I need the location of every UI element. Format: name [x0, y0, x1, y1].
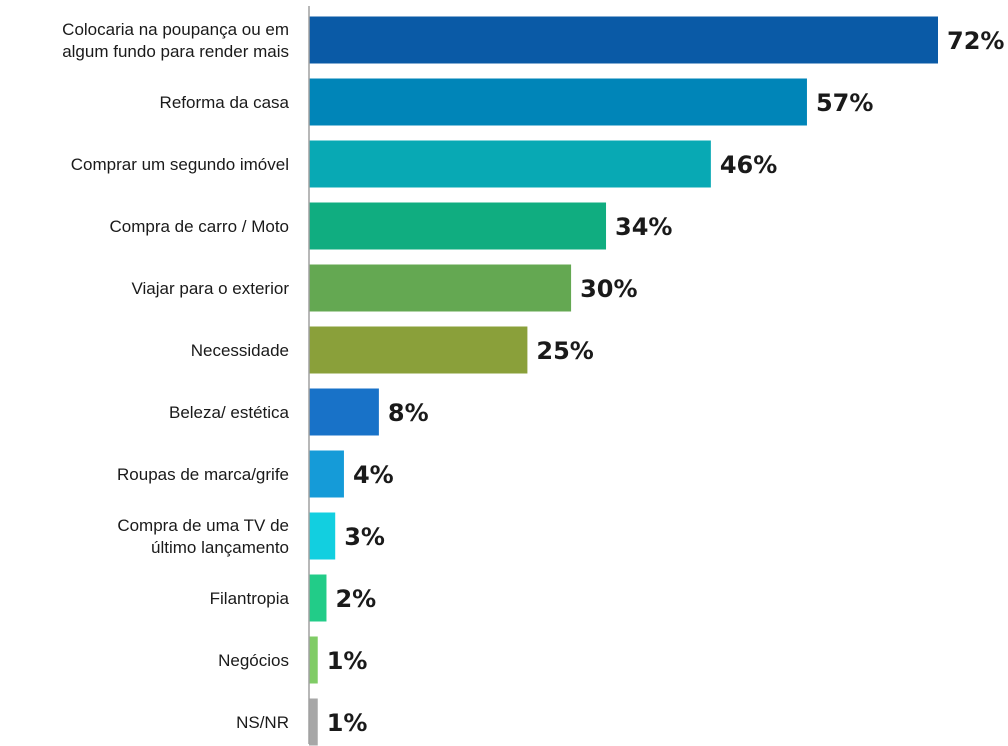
value-label: 3%	[344, 523, 385, 551]
bars-group	[309, 16, 938, 746]
value-label: 46%	[720, 151, 777, 179]
value-label: 34%	[615, 213, 672, 241]
category-label-line: Colocaria na poupança ou em	[62, 20, 289, 39]
category-label-line: Comprar um segundo imóvel	[71, 155, 289, 174]
bar	[309, 450, 344, 498]
bar	[309, 78, 807, 126]
category-label: Compra de uma TV de último lançamento	[117, 516, 289, 557]
value-label: 1%	[327, 709, 368, 737]
category-label-line: Viajar para o exterior	[132, 279, 290, 298]
value-label: 25%	[536, 337, 593, 365]
bar	[309, 202, 607, 250]
category-label-line: Reforma da casa	[160, 93, 290, 112]
category-label: Compra de carro / Moto	[109, 217, 289, 236]
category-label: Roupas de marca/grife	[117, 465, 289, 484]
category-label-line: Compra de uma TV de	[117, 516, 289, 535]
bar	[309, 140, 711, 188]
bar	[309, 636, 318, 684]
category-label-line: Roupas de marca/grife	[117, 465, 289, 484]
bar	[309, 574, 327, 622]
value-label: 8%	[388, 399, 429, 427]
category-label: Viajar para o exterior	[132, 279, 290, 298]
category-label-line: Compra de carro / Moto	[109, 217, 289, 236]
bar	[309, 326, 528, 374]
bar	[309, 16, 938, 64]
bar	[309, 698, 318, 746]
value-labels-group: 72% 57% 46% 34% 30% 25% 8% 4% 3% 2% 1% 1%	[327, 27, 1005, 737]
value-label: 57%	[816, 89, 873, 117]
category-label: Reforma da casa	[160, 93, 290, 112]
category-labels-group: Colocaria na poupança ou em algum fundo p…	[62, 20, 289, 732]
value-label: 4%	[353, 461, 394, 489]
category-label: Necessidade	[191, 341, 289, 360]
value-label: 72%	[947, 27, 1004, 55]
category-label: NS/NR	[236, 713, 289, 732]
category-label-line: Negócios	[218, 651, 289, 670]
bar	[309, 512, 336, 560]
bar	[309, 388, 379, 436]
category-label: Beleza/ estética	[169, 403, 290, 422]
bar	[309, 264, 572, 312]
category-label-line: Beleza/ estética	[169, 403, 290, 422]
category-label-line: NS/NR	[236, 713, 289, 732]
category-label: Filantropia	[210, 589, 290, 608]
value-label: 1%	[327, 647, 368, 675]
category-label: Negócios	[218, 651, 289, 670]
value-label: 2%	[335, 585, 376, 613]
category-label: Colocaria na poupança ou em algum fundo p…	[62, 20, 289, 61]
value-label: 30%	[580, 275, 637, 303]
category-label-line: algum fundo para render mais	[62, 42, 289, 61]
category-label-line: Necessidade	[191, 341, 289, 360]
category-label-line: último lançamento	[151, 538, 289, 557]
category-label: Comprar um segundo imóvel	[71, 155, 289, 174]
category-label-line: Filantropia	[210, 589, 290, 608]
